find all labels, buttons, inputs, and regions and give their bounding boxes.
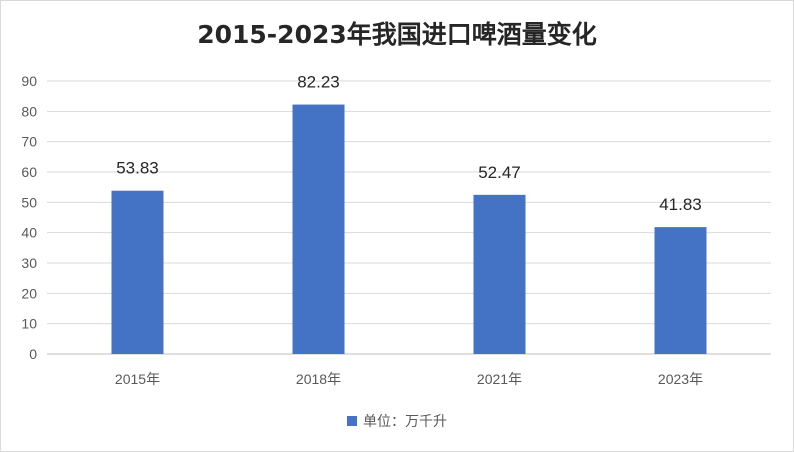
- y-tick-label: 20: [21, 285, 37, 301]
- legend: 单位：万千升: [1, 411, 793, 431]
- y-tick-label: 70: [21, 134, 37, 150]
- bar: [654, 227, 707, 354]
- legend-label: 单位：万千升: [363, 414, 447, 430]
- data-label: 41.83: [659, 195, 702, 214]
- y-tick-label: 0: [29, 346, 37, 362]
- data-label: 82.23: [297, 73, 340, 92]
- legend-swatch: [347, 416, 357, 426]
- x-tick-label: 2021年: [477, 371, 522, 387]
- y-tick-label: 10: [21, 316, 37, 332]
- x-tick-label: 2023年: [658, 371, 703, 387]
- data-label: 53.83: [116, 159, 159, 178]
- bar: [473, 194, 526, 354]
- y-tick-label: 30: [21, 255, 37, 271]
- data-label: 52.47: [478, 163, 521, 182]
- y-tick-label: 40: [21, 225, 37, 241]
- chart-title: 2015-2023年我国进口啤酒量变化: [197, 20, 597, 49]
- x-tick-label: 2015年: [115, 371, 160, 387]
- x-tick-label: 2018年: [296, 371, 341, 387]
- y-tick-label: 50: [21, 194, 37, 210]
- bar: [111, 190, 164, 354]
- y-tick-label: 60: [21, 164, 37, 180]
- y-tick-label: 90: [21, 73, 37, 89]
- bar: [292, 104, 345, 354]
- y-tick-label: 80: [21, 103, 37, 119]
